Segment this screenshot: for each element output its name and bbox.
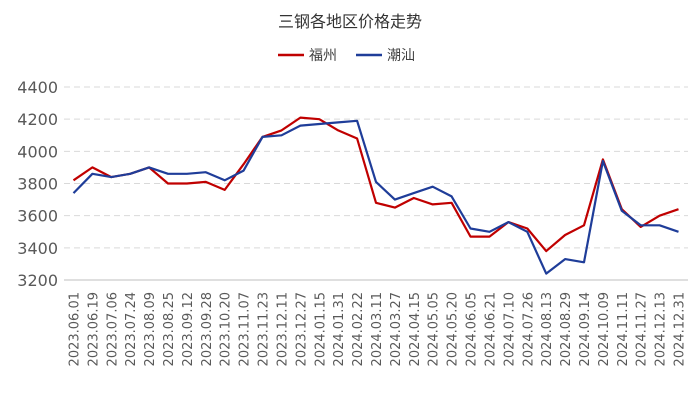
series-layer — [72, 116, 679, 275]
y-tick-label: 3200 — [17, 271, 58, 290]
y-tick-label: 3400 — [17, 239, 58, 258]
y-axis: 3200 3400 3600 3800 4000 4200 4400 — [17, 78, 58, 290]
legend: 福州 潮汕 — [278, 48, 415, 64]
y-tick-label: 4000 — [17, 142, 58, 161]
y-tick-label: 3600 — [17, 207, 58, 226]
x-tick-label: 2024.01.31 — [332, 292, 347, 366]
x-tick-label: 2024.06.05 — [465, 292, 480, 366]
x-tick-label: 2024.04.15 — [408, 292, 423, 366]
x-tick-label: 2024.09.14 — [578, 292, 593, 366]
x-tick-label: 2024.07.26 — [521, 292, 536, 366]
legend-label: 潮汕 — [387, 48, 415, 64]
x-tick-label: 2023.06.01 — [67, 292, 82, 366]
series-line — [72, 119, 679, 275]
x-tick-label: 2024.12.13 — [654, 292, 669, 366]
x-tick-label: 2024.10.09 — [597, 292, 612, 366]
x-tick-label: 2023.08.09 — [143, 292, 158, 366]
x-tick-label: 2024.05.05 — [427, 292, 442, 366]
x-tick-label: 2023.11.07 — [238, 292, 253, 366]
series-line — [72, 116, 679, 253]
x-tick-label: 2023.09.28 — [200, 292, 215, 366]
legend-label: 福州 — [309, 48, 337, 64]
x-tick-label: 2024.01.15 — [313, 292, 328, 366]
x-tick-label: 2024.11.11 — [616, 292, 631, 366]
y-tick-label: 3800 — [17, 175, 58, 194]
x-tick-label: 2023.08.25 — [162, 292, 177, 366]
x-tick-label: 2023.11.23 — [257, 292, 272, 366]
x-tick-label: 2023.12.11 — [275, 292, 290, 366]
x-tick-label: 2024.08.13 — [540, 292, 555, 366]
x-tick-label: 2024.11.27 — [635, 292, 650, 366]
x-tick-label: 2024.05.20 — [446, 292, 461, 366]
x-tick-label: 2024.12.31 — [673, 292, 688, 366]
x-tick-label: 2024.03.27 — [389, 292, 404, 366]
y-tick-label: 4400 — [17, 78, 58, 97]
grid — [64, 86, 688, 281]
x-tick-label: 2023.06.19 — [86, 292, 101, 366]
x-tick-label: 2024.07.10 — [502, 292, 517, 366]
x-tick-label: 2024.08.29 — [559, 292, 574, 366]
x-tick-label: 2024.06.21 — [483, 292, 498, 366]
chart-title: 三钢各地区价格走势 — [278, 12, 422, 31]
x-tick-label: 2023.09.12 — [181, 292, 196, 366]
x-axis: 2023.06.01 2023.06.19 2023.07.06 2023.07.24… — [67, 292, 687, 366]
x-tick-label: 2023.12.27 — [294, 292, 309, 366]
x-tick-label: 2024.03.11 — [370, 292, 385, 366]
x-tick-label: 2024.02.22 — [351, 292, 366, 366]
x-tick-label: 2023.07.24 — [124, 292, 139, 366]
y-tick-label: 4200 — [17, 110, 58, 129]
x-tick-label: 2023.07.06 — [105, 292, 120, 366]
x-tick-label: 2023.10.20 — [219, 292, 234, 366]
